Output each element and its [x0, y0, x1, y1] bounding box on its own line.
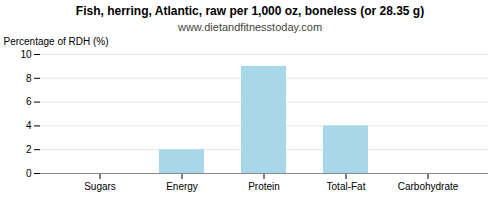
svg-text:10: 10: [20, 49, 32, 60]
svg-text:Protein: Protein: [248, 181, 280, 192]
svg-text:Percentage of RDH (%): Percentage of RDH (%): [4, 36, 109, 47]
svg-text:Total-Fat: Total-Fat: [327, 181, 366, 192]
svg-text:0: 0: [26, 168, 32, 179]
html-text:www.dietandfitnesstoday.com: www.dietandfitnesstoday.com: [178, 21, 322, 33]
svg-text:4: 4: [26, 120, 32, 131]
html-text:Fish, herring, Atlantic, raw p: Fish, herring, Atlantic, raw per 1,000 o…: [75, 4, 425, 18]
svg-text:Energy: Energy: [166, 181, 198, 192]
svg-text:Carbohydrate: Carbohydrate: [398, 181, 459, 192]
svg-text:6: 6: [26, 96, 32, 107]
svg-text:Sugars: Sugars: [84, 181, 116, 192]
svg-text:8: 8: [26, 73, 32, 84]
svg-text:2: 2: [26, 144, 32, 155]
